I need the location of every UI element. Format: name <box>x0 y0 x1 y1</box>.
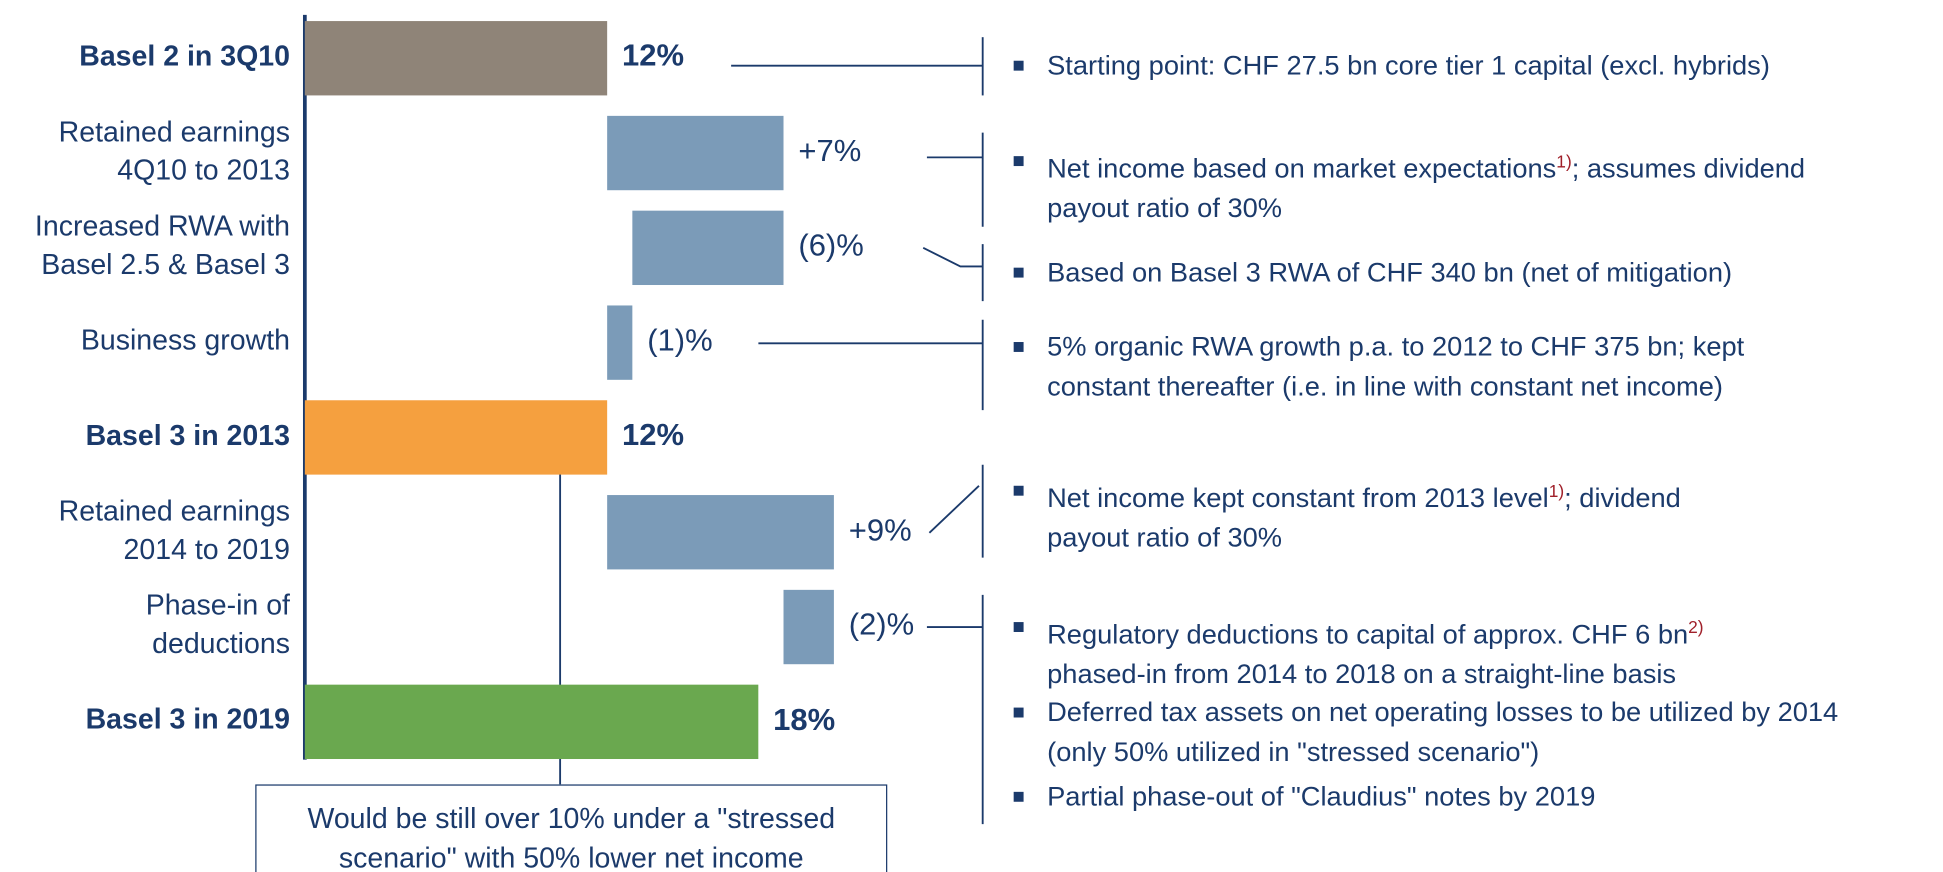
bar <box>607 115 784 191</box>
category-label: Increased RWA with Basel 2.5 & Basel 3 <box>34 209 290 281</box>
note-text: ; assumes dividend payout ratio of 30% <box>1047 152 1806 224</box>
connector <box>928 485 980 534</box>
value-label: (2)% <box>848 607 915 642</box>
bullet <box>1013 60 1024 71</box>
value-label: +7% <box>798 133 862 168</box>
value-label: (1)% <box>647 322 713 358</box>
connector <box>922 247 983 268</box>
category-label: Business growth <box>80 323 290 356</box>
footnote: 1) <box>1556 151 1572 172</box>
bullet <box>1013 622 1024 632</box>
note-text: Partial phase-out of "Claudius" notes by… <box>1047 780 1596 812</box>
note: Regulatory deductions to capital of appr… <box>1047 607 1703 694</box>
callout: Would be still over 10% under a "stresse… <box>255 784 888 872</box>
bullet <box>1013 156 1024 167</box>
bullet <box>1013 485 1024 496</box>
note: Net income kept constant from 2013 level… <box>1047 471 1681 558</box>
value-label: 12% <box>622 417 685 453</box>
note: Partial phase-out of "Claudius" notes by… <box>1047 777 1595 817</box>
note: 5% organic RWA growth p.a. to 2012 to CH… <box>1047 327 1744 406</box>
note: Based on Basel 3 RWA of CHF 340 bn (net … <box>1047 253 1732 293</box>
footnote: 1) <box>1548 480 1565 501</box>
bar <box>632 210 784 286</box>
value-label: 12% <box>622 38 685 74</box>
note-text: Deferred tax assets on net operating los… <box>1047 696 1839 768</box>
footnote: 2) <box>1688 617 1704 637</box>
note: Net income based on market expectations1… <box>1047 141 1805 228</box>
note-text: ; dividend payout ratio of 30% <box>1047 482 1681 554</box>
value-label: 18% <box>773 702 836 737</box>
value-label: (6)% <box>798 228 864 263</box>
note: Deferred tax assets on net operating los… <box>1047 693 1838 772</box>
note-text: Net income kept constant from 2013 level <box>1047 482 1549 514</box>
value-label: +9% <box>848 512 912 548</box>
bar <box>304 684 759 760</box>
bar <box>304 400 608 475</box>
bar <box>304 21 608 96</box>
category-label: Basel 3 in 2019 <box>85 702 290 735</box>
bar <box>783 589 834 665</box>
category-label: Basel 2 in 3Q10 <box>79 39 290 72</box>
category-label: Retained earnings 2014 to 2019 <box>58 493 290 565</box>
bullet <box>1013 791 1024 802</box>
bullet <box>1013 267 1024 278</box>
note-text: Regulatory deductions to capital of appr… <box>1047 618 1689 650</box>
category-label: Basel 3 in 2013 <box>85 418 290 451</box>
note-text: Starting point: CHF 27.5 bn core tier 1 … <box>1047 49 1770 81</box>
note-text: Net income based on market expectations <box>1047 152 1557 184</box>
bar <box>607 495 834 570</box>
bar <box>607 305 633 380</box>
category-label: Retained earnings 4Q10 to 2013 <box>58 114 290 186</box>
bullet <box>1013 342 1024 352</box>
category-label: Phase-in of deductions <box>145 588 290 660</box>
bullet <box>1013 707 1024 718</box>
note: Starting point: CHF 27.5 bn core tier 1 … <box>1047 46 1770 86</box>
note-text: phased-in from 2014 to 2018 on a straigh… <box>1047 658 1677 690</box>
note-text: 5% organic RWA growth p.a. to 2012 to CH… <box>1047 330 1745 402</box>
note-text: Based on Basel 3 RWA of CHF 340 bn (net … <box>1047 256 1733 288</box>
